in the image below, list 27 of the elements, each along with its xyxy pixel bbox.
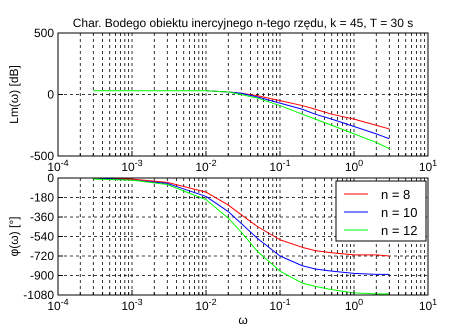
- y-tick-label: -1080: [23, 288, 54, 302]
- legend-label: n = 8: [381, 187, 410, 202]
- legend-label: n = 12: [381, 223, 418, 238]
- x-tick-label: 10$^{-2}$: [195, 297, 217, 313]
- chart-title: Char. Bodego obiektu inercyjnego n-tego rzędu, k = 45, T = 30 s: [72, 16, 414, 30]
- x-axis-title: ω: [238, 313, 248, 327]
- y-tick-label: -360: [30, 210, 54, 224]
- x-tick-label: 10$^{-1}$: [269, 297, 291, 313]
- x-tick-label: 10$^{-2}$: [195, 158, 217, 174]
- x-tick-label: 10$^{-3}$: [121, 297, 143, 313]
- y-tick-label: 0: [47, 171, 54, 185]
- y-tick-label: -540: [30, 230, 54, 244]
- x-tick-label: 10$^{0}$: [344, 158, 364, 174]
- x-tick-label: 10$^{1}$: [418, 297, 438, 313]
- x-tick-label: 10$^{-3}$: [121, 158, 143, 174]
- y-tick-label: -900: [30, 268, 54, 282]
- y-tick-label: 0: [47, 88, 54, 102]
- x-tick-label: 10$^{-1}$: [269, 158, 291, 174]
- y-tick-label: -720: [30, 249, 54, 263]
- x-tick-label: 10$^{1}$: [418, 158, 438, 174]
- x-tick-label: 10$^{0}$: [344, 297, 364, 313]
- y-tick-label: -180: [30, 190, 54, 204]
- y-tick-label: -500: [30, 149, 54, 163]
- y-axis-title: φ(ω) [°]: [7, 216, 21, 256]
- y-tick-label: 500: [34, 26, 54, 40]
- legend-label: n = 10: [381, 205, 418, 220]
- y-axis-title: Lm(ω) [dB]: [7, 65, 21, 124]
